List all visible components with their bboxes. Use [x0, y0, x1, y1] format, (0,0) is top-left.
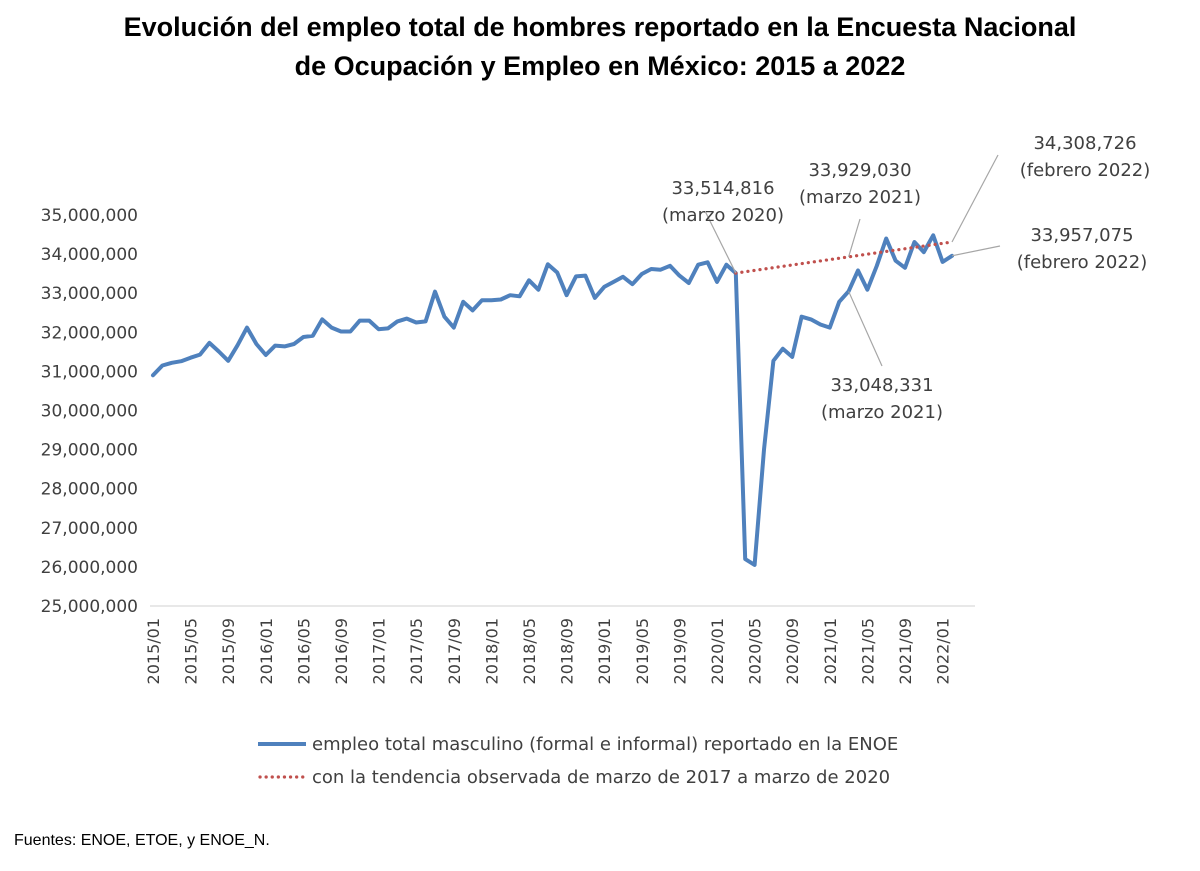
trend-series-line [734, 240, 954, 275]
annotation-leader-line [951, 154, 999, 243]
y-tick-label: 32,000,000 [41, 323, 138, 343]
x-tick-label: 2018/05 [520, 618, 539, 684]
chart-title-line-2: de Ocupación y Empleo en México: 2015 a … [294, 51, 906, 81]
x-tick-label: 2021/05 [858, 618, 877, 684]
chart-title-line-1: Evolución del empleo total de hombres re… [123, 12, 1077, 42]
y-tick-label: 35,000,000 [41, 206, 138, 226]
annotation-label: (marzo 2021) [799, 187, 921, 208]
x-tick-label: 2020/05 [746, 618, 765, 684]
x-tick-label: 2020/09 [783, 618, 802, 684]
x-tick-label: 2017/01 [370, 618, 389, 684]
annotation-label: 33,957,075 [1030, 225, 1133, 246]
annotation-label: (febrero 2022) [1020, 160, 1151, 181]
x-tick-label: 2019/05 [633, 618, 652, 684]
annotation-label: (marzo 2021) [821, 402, 943, 423]
x-tick-label: 2018/01 [482, 618, 501, 684]
y-tick-label: 29,000,000 [41, 441, 138, 461]
annotations: 33,514,816 (marzo 2020) 33,929,030 (marzo 2… [662, 133, 1150, 423]
annotation-label: (febrero 2022) [1017, 252, 1148, 273]
employment-series-line [151, 233, 954, 567]
x-tick-label: 2021/01 [821, 618, 840, 684]
x-tick-label: 2020/01 [708, 618, 727, 684]
y-tick-label: 31,000,000 [41, 362, 138, 382]
x-tick-label: 2016/05 [294, 618, 313, 684]
x-tick-label: 2021/09 [896, 618, 915, 684]
x-tick-label: 2019/09 [670, 618, 689, 684]
annotation-leader-line [848, 291, 883, 367]
x-axis-ticks: 2015/01 2015/05 2015/09 2016/01 2016/05 2016/… [144, 618, 953, 684]
legend: empleo total masculino (formal e informa… [258, 734, 898, 788]
x-tick-label: 2015/05 [182, 618, 201, 684]
y-tick-label: 27,000,000 [41, 519, 138, 539]
x-tick-label: 2016/09 [332, 618, 351, 684]
series-lines [151, 233, 954, 567]
x-tick-label: 2015/09 [219, 618, 238, 684]
y-tick-label: 34,000,000 [41, 245, 138, 265]
annotation-leader-line [951, 245, 1001, 257]
y-axis-ticks: 25,000,000 26,000,000 27,000,000 28,000,000… [41, 206, 138, 617]
y-tick-label: 30,000,000 [41, 402, 138, 422]
y-tick-label: 25,000,000 [41, 597, 138, 617]
x-tick-label: 2019/01 [595, 618, 614, 684]
y-tick-label: 28,000,000 [41, 480, 138, 500]
annotation-leader-line [704, 210, 737, 274]
annotation-label: 33,929,030 [808, 160, 911, 181]
x-tick-label: 2017/05 [407, 618, 426, 684]
annotation-label: 33,048,331 [830, 375, 933, 396]
x-tick-label: 2017/09 [445, 618, 464, 684]
annotation-leader-line [848, 218, 861, 258]
legend-entry: con la tendencia observada de marzo de 2… [312, 767, 890, 788]
chart-title: Evolución del empleo total de hombres re… [0, 8, 1200, 86]
legend-entry: empleo total masculino (formal e informa… [312, 734, 898, 755]
y-tick-label: 26,000,000 [41, 558, 138, 578]
y-tick-label: 33,000,000 [41, 284, 138, 304]
x-tick-label: 2022/01 [934, 618, 953, 684]
x-tick-label: 2016/01 [257, 618, 276, 684]
annotation-label: 33,514,816 [671, 178, 774, 199]
annotation-label: 34,308,726 [1033, 133, 1136, 154]
x-tick-label: 2018/09 [558, 618, 577, 684]
x-tick-label: 2015/01 [144, 618, 163, 684]
annotation-label: (marzo 2020) [662, 205, 784, 226]
source-note: Fuentes: ENOE, ETOE, y ENOE_N. [14, 832, 270, 849]
